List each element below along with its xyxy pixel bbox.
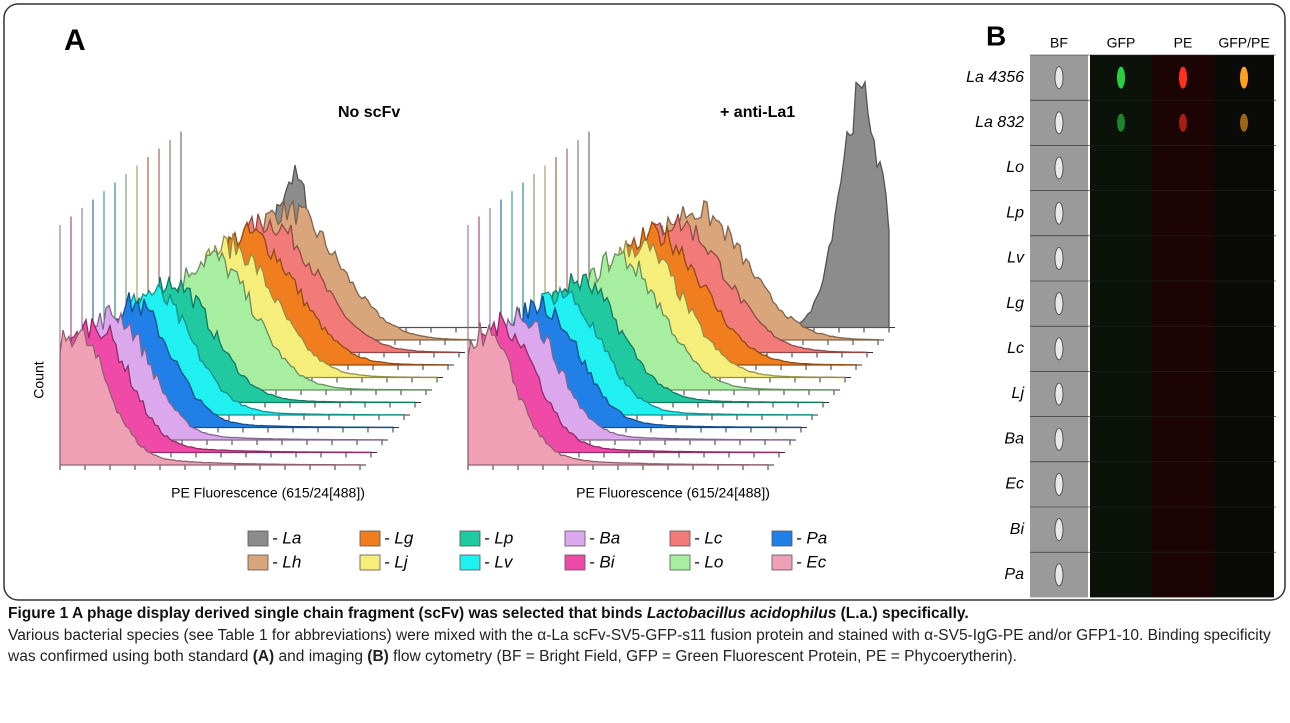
cell: [1054, 472, 1064, 496]
legend-label: - Bi: [589, 552, 616, 571]
row-label: Lc: [1007, 340, 1024, 357]
histogram: [92, 292, 394, 429]
histogram: [59, 328, 361, 466]
plot-title: No scFv: [338, 104, 400, 121]
panel-label: B: [986, 20, 1006, 51]
column-header: BF: [1050, 35, 1068, 51]
fluorescence: [1179, 113, 1187, 132]
cell: [1054, 292, 1064, 316]
legend-label: - Ba: [589, 528, 620, 547]
legend-label: - Lh: [272, 552, 301, 571]
histogram: [81, 304, 383, 441]
text: flow cytometry (BF = Bright Field, GFP =…: [388, 648, 1017, 665]
fluorescence: [1117, 66, 1125, 89]
legend-swatch: [359, 554, 381, 571]
row-label: Lp: [1006, 204, 1024, 221]
text: Lactobacillus acidophilus: [646, 605, 837, 622]
cell: [1054, 382, 1064, 406]
cell: [1054, 246, 1064, 270]
row-label: Lg: [1006, 295, 1024, 312]
legend-swatch: [459, 554, 481, 571]
row-label: Lj: [1012, 385, 1025, 402]
legend-label: - Lv: [484, 552, 514, 571]
text: (L.a.) specifically.: [836, 605, 969, 622]
row-label: Pa: [1004, 566, 1024, 583]
legend-swatch: [669, 554, 691, 571]
fluorescence: [1117, 113, 1125, 132]
text: (A): [252, 648, 275, 665]
row-label: Bi: [1010, 521, 1025, 538]
histogram: [500, 295, 802, 429]
legend-swatch: [247, 530, 269, 547]
cell: [1054, 337, 1064, 361]
cell: [1054, 563, 1064, 587]
figure: A B No scFv + anti-La1 Count PE Fluoresc…: [3, 3, 1286, 601]
cell: [1054, 201, 1064, 225]
legend: - La - Lh - Lg - Lj - Lp - Lv - Ba - Bi - Lc - Lo…: [247, 528, 827, 571]
cell: [1054, 156, 1064, 180]
legend-label: - Pa: [796, 528, 827, 547]
row-label: La 4356: [966, 69, 1024, 86]
text: and imaging: [274, 648, 368, 665]
column-header: PE: [1174, 35, 1193, 51]
column-header: GFP: [1107, 35, 1136, 51]
legend-label: - La: [272, 528, 301, 547]
histogram: [489, 306, 791, 441]
legend-label: - Lj: [384, 552, 409, 571]
text: (B): [367, 648, 389, 665]
legend-label: - Lp: [484, 528, 513, 547]
legend-swatch: [771, 530, 793, 547]
cell: [1054, 518, 1064, 542]
column-header: GFP/PE: [1218, 35, 1269, 51]
legend-swatch: [359, 530, 381, 547]
row-label: La 832: [975, 114, 1024, 131]
y-label: Count: [31, 361, 47, 398]
frame: [3, 3, 1286, 601]
panel-label: A: [64, 24, 86, 57]
fluorescence: [1179, 66, 1187, 89]
legend-swatch: [564, 530, 586, 547]
histogram: [467, 322, 769, 466]
histogram: [478, 311, 780, 454]
cell: [1054, 427, 1064, 451]
legend-swatch: [247, 554, 269, 571]
histograms: [59, 79, 895, 470]
row-label: Lv: [1007, 250, 1025, 267]
legend-label: - Lc: [694, 528, 723, 547]
x-label: PE Fluorescence (615/24[488]): [171, 485, 365, 501]
legend-label: - Lo: [694, 552, 723, 571]
fluorescence: [1240, 113, 1248, 132]
legend-label: - Ec: [796, 552, 827, 571]
caption-body: Various bacterial species (see Table 1 f…: [8, 625, 1278, 668]
legend-swatch: [459, 530, 481, 547]
text: Various bacterial species (see Table 1 f…: [8, 626, 1271, 666]
caption-title: Figure 1 A phage display derived single …: [8, 603, 1278, 625]
cell: [1054, 111, 1064, 135]
histogram: [70, 317, 372, 454]
row-label: Lo: [1006, 159, 1024, 176]
text: Figure 1 A phage display derived single …: [8, 605, 647, 622]
plot-title: + anti-La1: [720, 104, 795, 121]
image-grid: BF GFP PE GFP/PE La 4356 La 832 Lo Lp Lv Lg Lc Lj Ba…: [966, 35, 1276, 598]
row-label: Ec: [1005, 476, 1024, 493]
row-label: Ba: [1004, 430, 1024, 447]
legend-swatch: [771, 554, 793, 571]
legend-label: - Lg: [384, 528, 414, 547]
fluorescence: [1240, 66, 1248, 89]
legend-swatch: [669, 530, 691, 547]
x-label: PE Fluorescence (615/24[488]): [576, 485, 770, 501]
cell: [1054, 66, 1064, 90]
legend-swatch: [564, 554, 586, 571]
caption: Figure 1 A phage display derived single …: [8, 603, 1278, 668]
